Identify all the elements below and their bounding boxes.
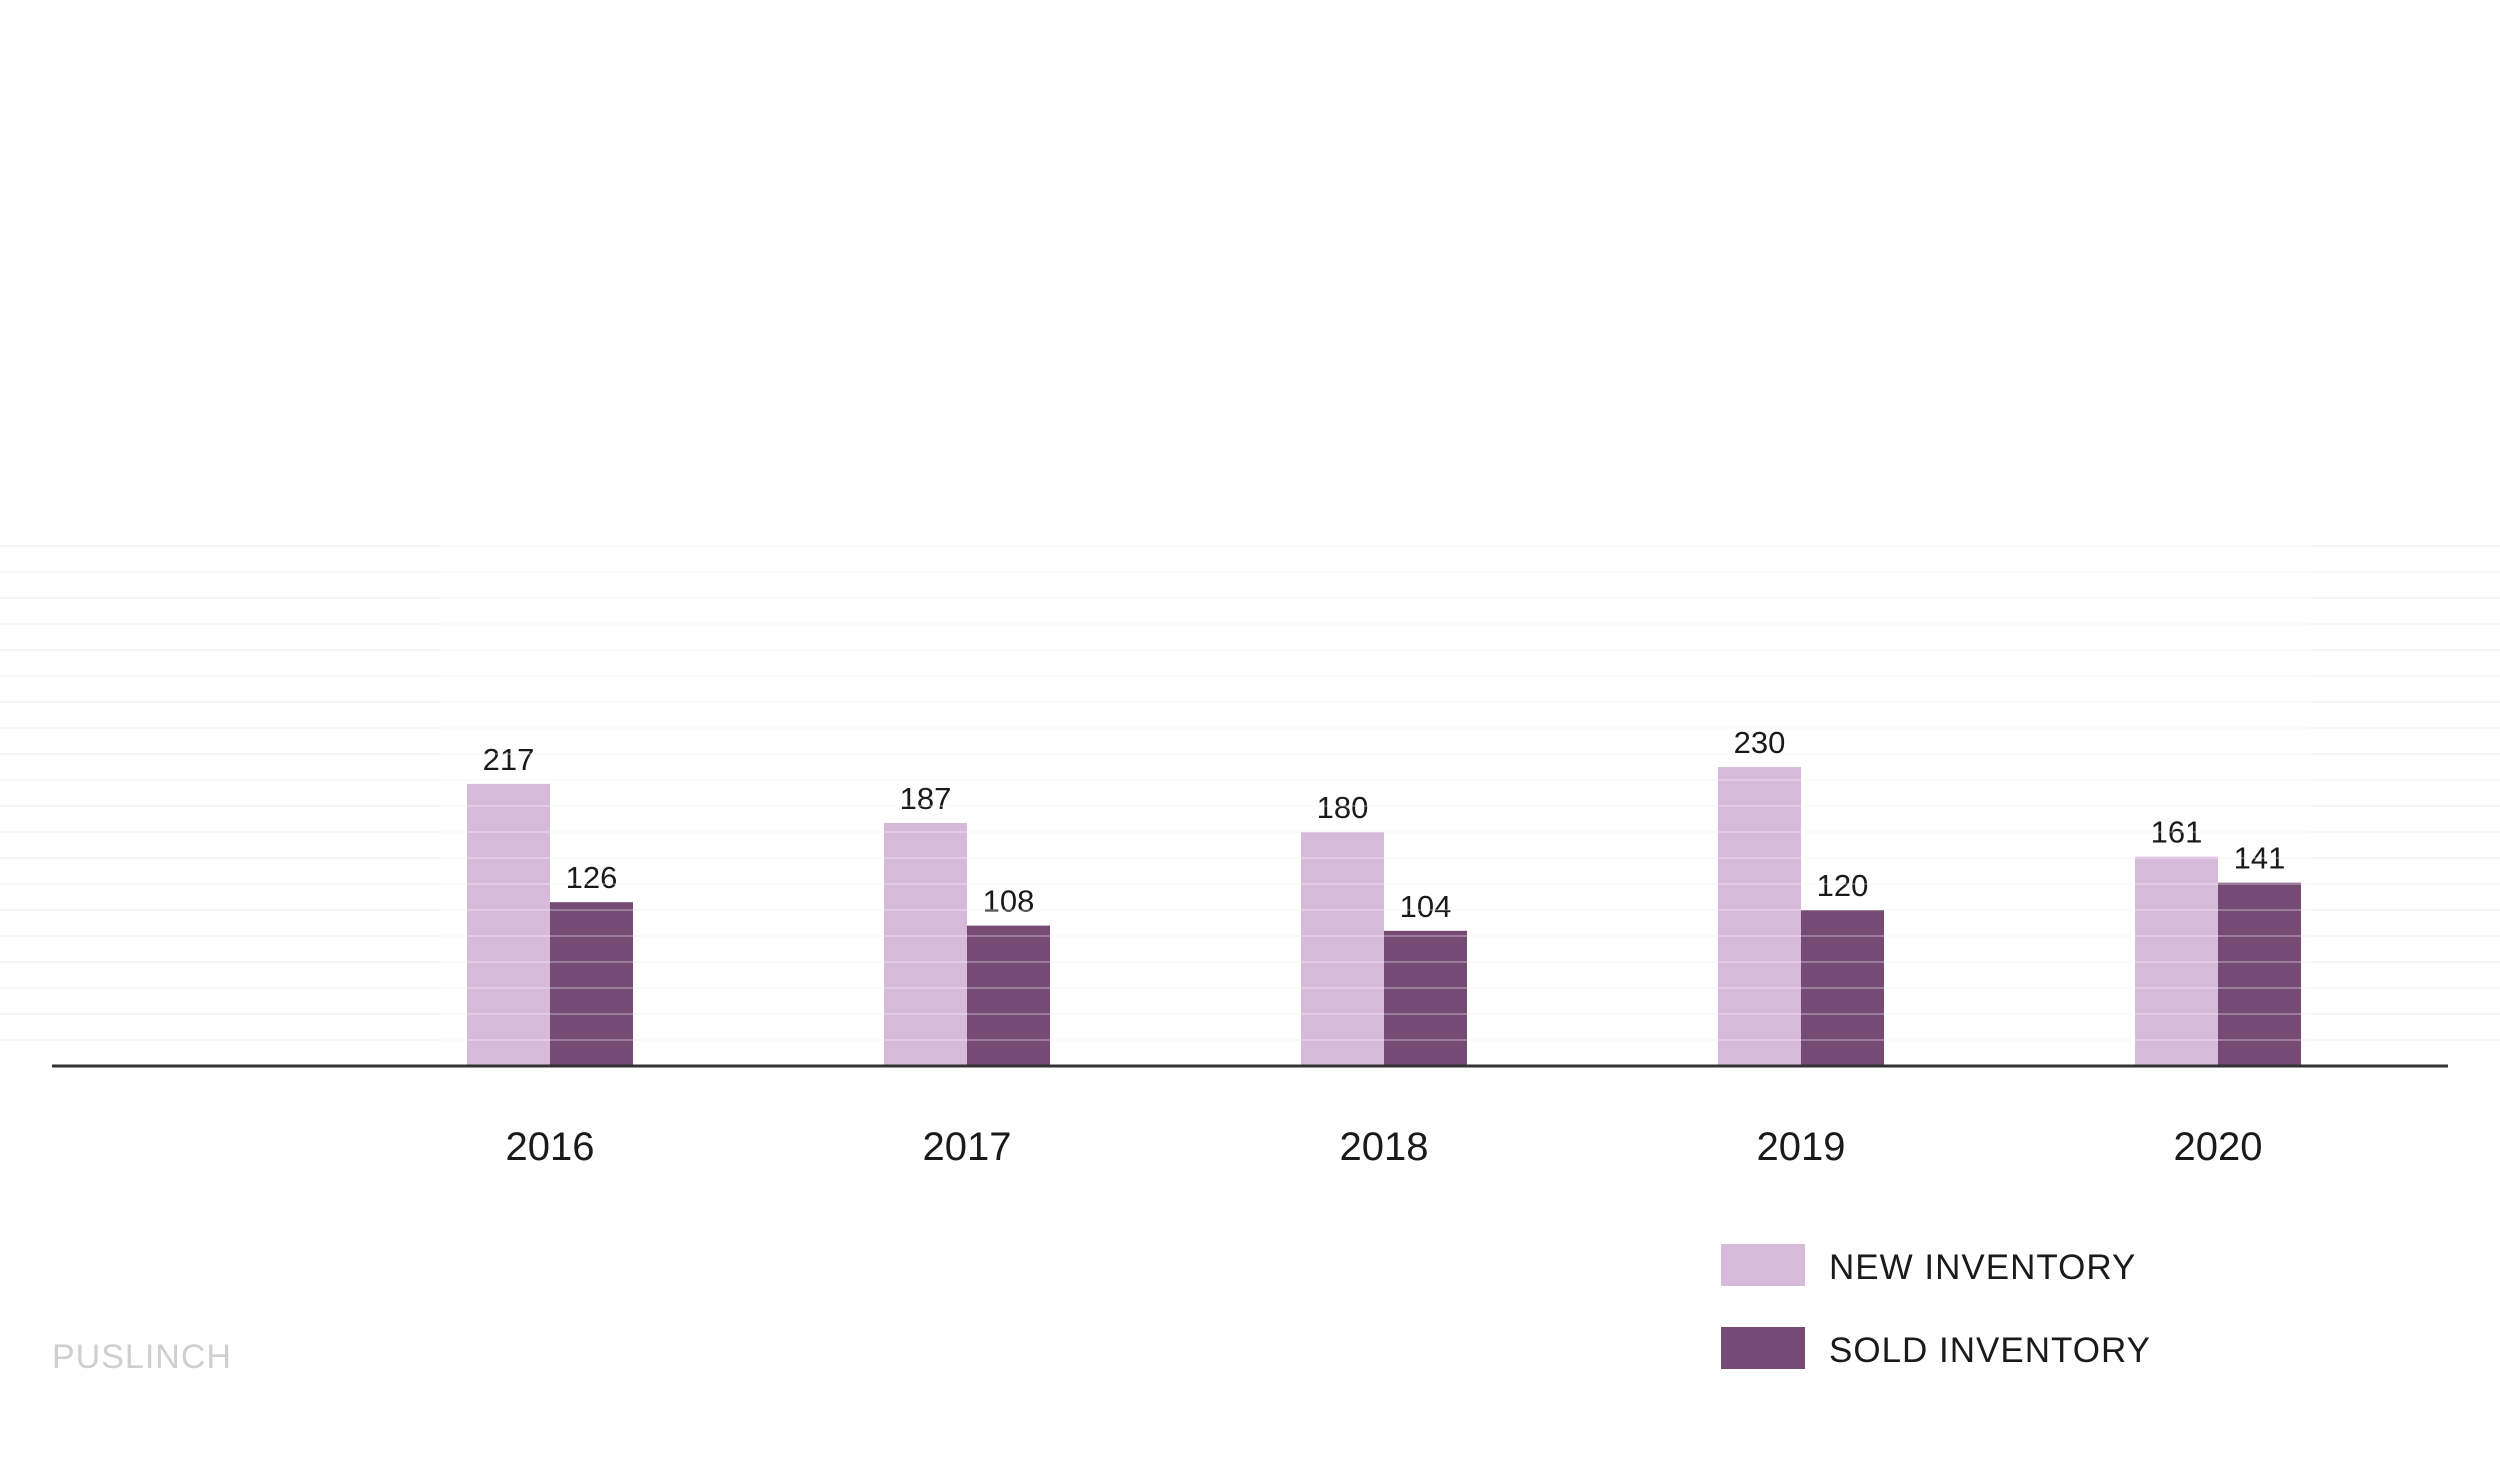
data-label: 230 — [1734, 725, 1786, 760]
x-tick-label: 2019 — [1757, 1125, 1846, 1169]
x-tick-label: 2017 — [923, 1125, 1012, 1169]
data-label: 217 — [483, 742, 535, 777]
data-label: 126 — [566, 860, 618, 895]
data-label: 104 — [1400, 889, 1452, 924]
bar-new-inventory — [884, 822, 967, 1066]
bar-sold-inventory — [967, 925, 1050, 1066]
legend-swatch-sold — [1721, 1327, 1805, 1369]
legend-label-new: NEW INVENTORY — [1829, 1248, 2136, 1287]
bar-sold-inventory — [2218, 882, 2301, 1066]
x-tick-label: 2018 — [1340, 1125, 1429, 1169]
bar-new-inventory — [467, 783, 550, 1066]
legend-label-sold: SOLD INVENTORY — [1829, 1331, 2151, 1370]
data-label: 120 — [1817, 868, 1869, 903]
bar-sold-inventory — [1384, 930, 1467, 1066]
region-caption: PUSLINCH — [52, 1338, 232, 1376]
x-tick-label: 2020 — [2174, 1125, 2263, 1169]
data-label: 180 — [1317, 790, 1369, 825]
data-label: 187 — [900, 781, 952, 816]
data-label: 108 — [983, 884, 1035, 919]
bar-sold-inventory — [550, 902, 633, 1066]
legend-swatch-new — [1721, 1244, 1805, 1286]
bar-new-inventory — [1718, 767, 1801, 1066]
bar-new-inventory — [1301, 832, 1384, 1066]
x-tick-label: 2016 — [506, 1125, 595, 1169]
bar-new-inventory — [2135, 856, 2218, 1066]
